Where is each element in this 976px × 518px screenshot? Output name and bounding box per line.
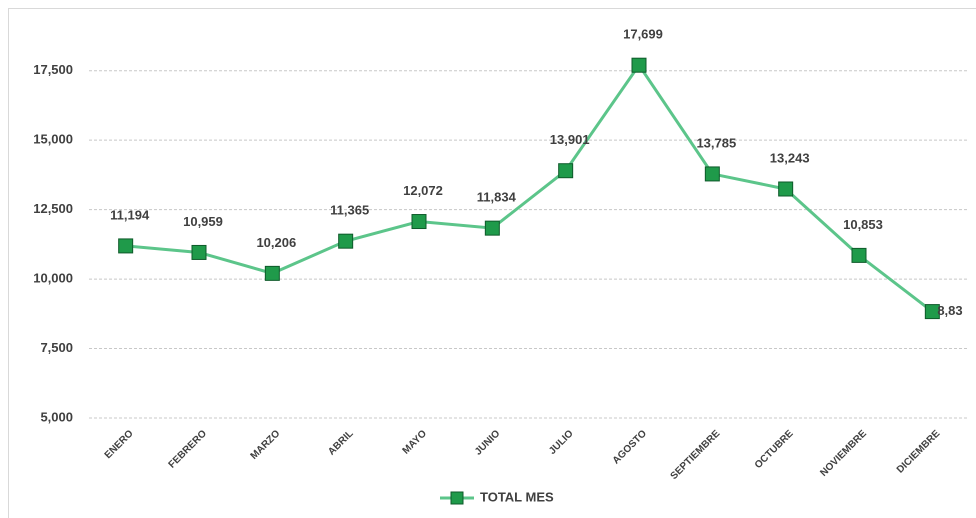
- x-tick-label: AGOSTO: [611, 428, 649, 466]
- marker: [411, 214, 427, 230]
- marker: [191, 244, 207, 260]
- data-label: 10,959: [183, 214, 223, 229]
- x-tick-label: MARZO: [249, 428, 283, 462]
- data-label: 13,901: [550, 132, 590, 147]
- y-tick-label: 12,500: [33, 201, 73, 216]
- data-label: 13,785: [696, 135, 736, 150]
- marker: [338, 233, 354, 249]
- data-label: 13,243: [770, 150, 810, 165]
- marker: [484, 220, 500, 236]
- marker: [924, 304, 940, 320]
- x-tick-label: NOVIEMBRE: [818, 428, 869, 479]
- data-label: 17,699: [623, 27, 663, 42]
- data-label: 8,83: [937, 303, 962, 318]
- y-tick-label: 7,500: [40, 340, 73, 355]
- marker: [118, 238, 134, 254]
- marker: [704, 166, 720, 182]
- line: [125, 62, 934, 313]
- x-tick-label: ENERO: [103, 428, 136, 461]
- x-tick-label: MAYO: [401, 428, 429, 456]
- x-tick-label: SEPTIEMBRE: [669, 428, 723, 482]
- marker: [264, 265, 280, 281]
- y-tick-label: 17,500: [33, 62, 73, 77]
- data-label: 11,365: [330, 203, 369, 218]
- data-label: 12,072: [403, 183, 443, 198]
- y-tick-label: 5,000: [40, 409, 73, 424]
- x-tick-label: JUNIO: [473, 428, 503, 458]
- data-label: 11,194: [110, 207, 150, 222]
- marker: [631, 57, 647, 73]
- data-label: 11,834: [477, 190, 517, 205]
- x-tick-label: JULIO: [547, 428, 576, 457]
- x-tick-label: OCTUBRE: [753, 428, 796, 471]
- legend-label: TOTAL MES: [480, 489, 554, 504]
- data-label: 10,853: [843, 217, 883, 232]
- chart-border: [8, 8, 976, 518]
- x-tick-label: DICIEMBRE: [895, 428, 943, 476]
- marker: [558, 163, 574, 179]
- marker: [778, 181, 794, 197]
- data-label: 10,206: [256, 235, 296, 250]
- y-tick-label: 15,000: [33, 132, 73, 147]
- legend-marker: [450, 491, 464, 505]
- y-tick-label: 10,000: [33, 271, 73, 286]
- marker: [851, 247, 867, 263]
- x-tick-label: FEBRERO: [167, 428, 210, 471]
- x-tick-label: ABRIL: [326, 428, 355, 457]
